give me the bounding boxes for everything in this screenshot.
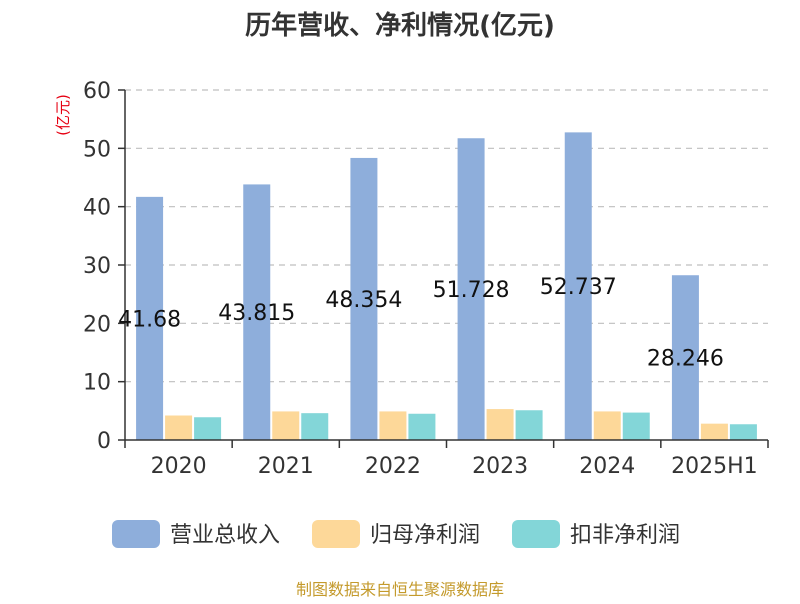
y-tick-label: 40 bbox=[83, 196, 111, 221]
y-tick-label: 10 bbox=[83, 371, 111, 396]
chart-title: 历年营收、净利情况(亿元) bbox=[245, 10, 555, 41]
bar bbox=[243, 184, 271, 440]
bar bbox=[408, 413, 436, 440]
bar bbox=[457, 138, 485, 440]
legend-swatch bbox=[312, 520, 360, 548]
data-label: 52.737 bbox=[540, 275, 617, 300]
bar bbox=[165, 415, 193, 440]
x-tick-label: 2020 bbox=[151, 454, 207, 479]
data-label: 43.815 bbox=[218, 301, 295, 326]
legend-item[interactable]: 营业总收入 bbox=[112, 520, 280, 548]
x-tick-label: 2022 bbox=[365, 454, 421, 479]
data-source-note: 制图数据来自恒生聚源数据库 bbox=[296, 580, 504, 599]
bar bbox=[671, 275, 699, 440]
bars bbox=[136, 132, 757, 440]
legend-label: 营业总收入 bbox=[170, 523, 280, 548]
bar bbox=[593, 411, 621, 440]
y-tick-label: 20 bbox=[83, 312, 111, 337]
bar bbox=[350, 157, 378, 440]
data-label: 51.728 bbox=[433, 278, 510, 303]
bar bbox=[272, 411, 300, 440]
y-tick-label: 50 bbox=[83, 137, 111, 162]
data-label: 28.246 bbox=[647, 347, 724, 372]
axes: 0 10 20 30 40 50 60 2020 2021 2022 2023 2024 2025H1 bbox=[83, 79, 769, 479]
x-tick-label: 2023 bbox=[472, 454, 528, 479]
bar bbox=[379, 411, 407, 440]
legend-swatch bbox=[512, 520, 560, 548]
data-labels: 41.68 43.815 48.354 51.728 52.737 28.246 bbox=[118, 275, 724, 371]
bar bbox=[515, 410, 543, 440]
bar bbox=[194, 417, 222, 440]
data-label: 41.68 bbox=[118, 307, 181, 332]
y-tick-label: 0 bbox=[97, 429, 111, 454]
gridlines bbox=[125, 89, 768, 383]
legend-item[interactable]: 归母净利润 bbox=[312, 520, 480, 548]
bar bbox=[622, 412, 650, 440]
bar bbox=[700, 423, 728, 440]
y-tick-label: 30 bbox=[83, 254, 111, 279]
bar bbox=[729, 424, 757, 440]
legend[interactable]: 营业总收入 归母净利润 扣非净利润 bbox=[112, 520, 680, 548]
x-tick-label: 2024 bbox=[579, 454, 635, 479]
y-tick-label: 60 bbox=[83, 79, 111, 104]
bar bbox=[486, 409, 514, 440]
bar bbox=[564, 132, 592, 440]
bar bbox=[301, 413, 329, 440]
legend-swatch bbox=[112, 520, 160, 548]
bar bbox=[136, 196, 164, 440]
data-label: 48.354 bbox=[325, 288, 402, 313]
x-tick-label: 2025H1 bbox=[671, 454, 758, 479]
x-tick-label: 2021 bbox=[258, 454, 314, 479]
legend-item[interactable]: 扣非净利润 bbox=[512, 520, 680, 548]
legend-label: 扣非净利润 bbox=[570, 523, 680, 548]
legend-label: 归母净利润 bbox=[370, 523, 480, 548]
y-axis-unit-label: (亿元) bbox=[54, 94, 72, 136]
